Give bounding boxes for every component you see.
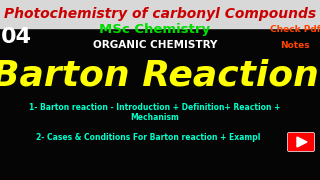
Text: Barton Reaction: Barton Reaction	[0, 58, 318, 92]
Text: ORGANIC CHEMISTRY: ORGANIC CHEMISTRY	[93, 40, 217, 50]
Text: Mechanism: Mechanism	[131, 114, 180, 123]
Text: Notes: Notes	[280, 40, 310, 50]
Text: Photochemistry of carbonyl Compounds: Photochemistry of carbonyl Compounds	[4, 7, 316, 21]
Text: 2- Cases & Conditions For Barton reaction + Exampl: 2- Cases & Conditions For Barton reactio…	[36, 134, 260, 143]
Text: Check Pdf: Check Pdf	[270, 26, 320, 35]
Polygon shape	[297, 137, 307, 147]
FancyBboxPatch shape	[287, 132, 315, 152]
Text: MSc Chemistry: MSc Chemistry	[100, 24, 211, 37]
Bar	[0, 0, 320, 28]
Text: 1- Barton reaction - Introduction + Definition+ Reaction +: 1- Barton reaction - Introduction + Defi…	[29, 103, 281, 112]
Text: 04: 04	[1, 27, 31, 47]
